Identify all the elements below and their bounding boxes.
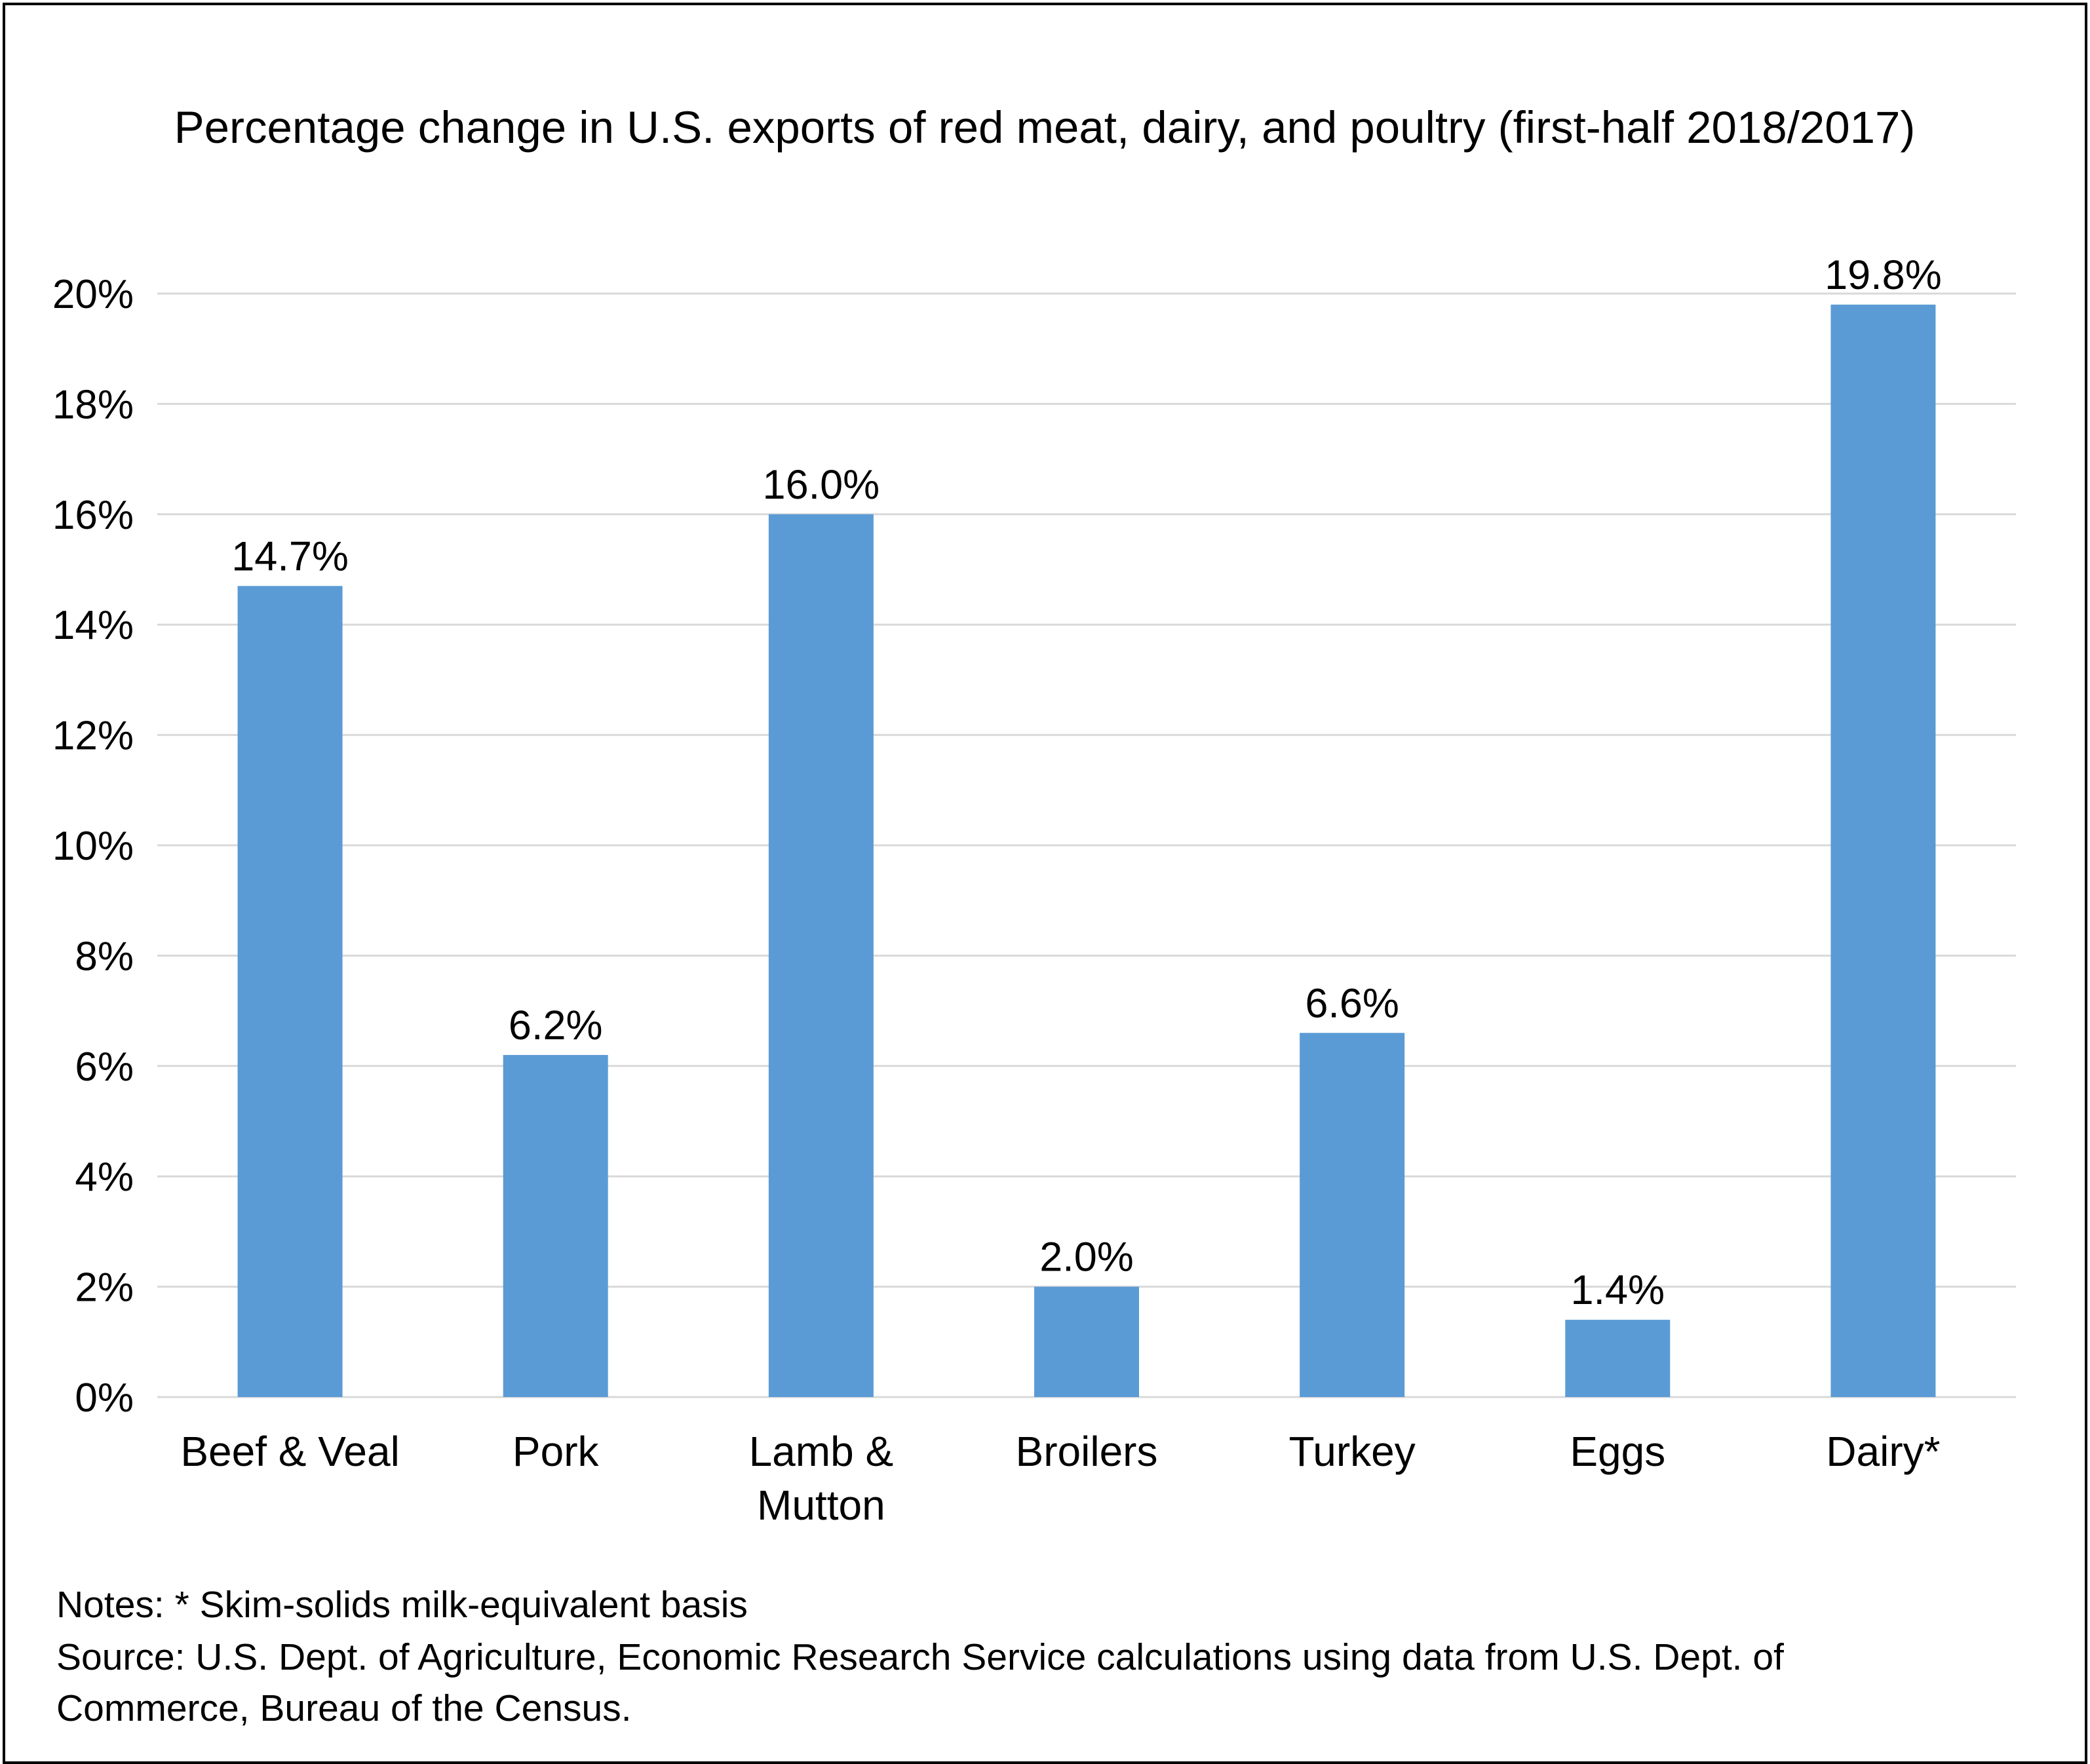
x-category-label: Pork	[513, 1428, 600, 1475]
x-category-label: Broilers	[1016, 1428, 1158, 1475]
bar	[768, 514, 874, 1397]
gridlines	[157, 292, 2016, 1398]
y-tick-label: 4%	[75, 1155, 134, 1200]
bar	[1830, 304, 1936, 1398]
y-tick-label: 10%	[52, 824, 134, 869]
x-axis-categories: Beef & Veal Pork Lamb & Mutton Broilers Turke…	[180, 1428, 1940, 1529]
source-line-2: Commerce, Bureau of the Census.	[56, 1687, 632, 1729]
bar	[237, 586, 343, 1397]
bar	[1300, 1033, 1405, 1397]
data-labels: 14.7% 6.2% 16.0% 2.0% 6.6% 1.4% 19.8%	[231, 252, 1941, 1313]
data-label: 1.4%	[1570, 1267, 1665, 1313]
y-tick-label: 6%	[75, 1045, 134, 1090]
y-tick-label: 16%	[52, 493, 134, 538]
data-label: 16.0%	[763, 462, 880, 508]
y-tick-label: 8%	[75, 934, 134, 979]
bar	[1565, 1320, 1671, 1397]
y-tick-label: 20%	[52, 272, 134, 317]
source-line-1: Source: U.S. Dept. of Agriculture, Econo…	[56, 1636, 1784, 1678]
chart-title: Percentage change in U.S. exports of red…	[174, 102, 1916, 153]
chart-notes: Notes: * Skim-solids milk-equivalent bas…	[56, 1584, 1784, 1729]
y-tick-label: 18%	[52, 382, 134, 427]
bar	[503, 1054, 608, 1397]
data-label: 6.6%	[1305, 980, 1399, 1026]
bar	[1034, 1286, 1139, 1397]
y-tick-label: 12%	[52, 714, 134, 759]
data-label: 19.8%	[1825, 252, 1942, 298]
y-tick-label: 14%	[52, 603, 134, 648]
x-category-label: Lamb & Mutton	[749, 1428, 894, 1529]
chart-frame	[3, 3, 2087, 1764]
data-label: 2.0%	[1039, 1235, 1134, 1280]
data-label: 6.2%	[509, 1003, 603, 1048]
data-label: 14.7%	[231, 533, 349, 579]
x-category-label: Eggs	[1570, 1428, 1665, 1475]
bars	[237, 304, 1936, 1398]
x-category-label: Dairy*	[1826, 1428, 1940, 1475]
y-tick-label: 2%	[75, 1265, 134, 1311]
x-category-label: Beef & Veal	[180, 1428, 399, 1475]
note-line: Notes: * Skim-solids milk-equivalent bas…	[56, 1584, 748, 1626]
y-axis-ticks: 0% 2% 4% 6% 8% 10% 12% 14% 16% 18% 20%	[52, 272, 134, 1421]
x-category-label: Turkey	[1289, 1428, 1416, 1475]
y-tick-label: 0%	[75, 1375, 134, 1421]
